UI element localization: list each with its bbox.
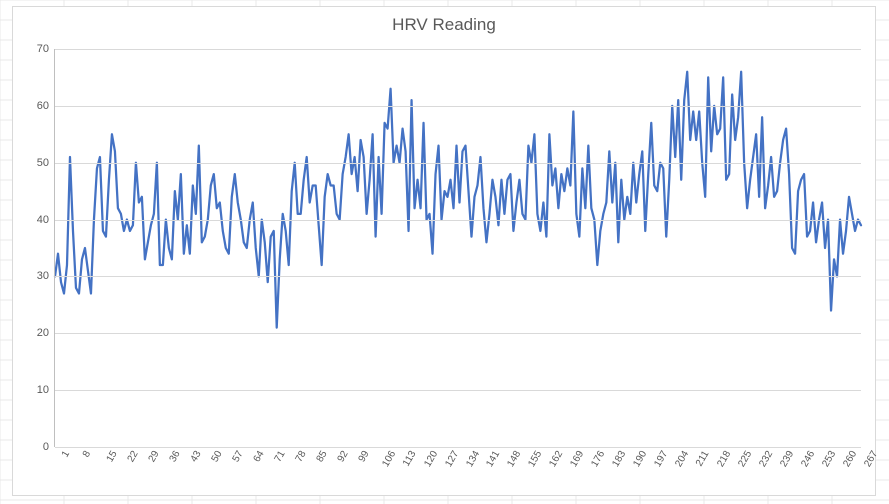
x-tick-label: 246 <box>799 449 817 469</box>
x-tick-label: 134 <box>464 449 482 469</box>
spreadsheet-viewport: HRV Reading 0102030405060701815222936435… <box>0 0 889 504</box>
x-tick-label: 29 <box>146 449 161 464</box>
y-tick-label: 0 <box>43 441 49 453</box>
x-tick-label: 218 <box>716 449 734 469</box>
x-tick-label: 253 <box>820 449 838 469</box>
x-tick-label: 113 <box>401 449 419 468</box>
y-tick-label: 60 <box>37 100 49 112</box>
x-tick-label: 99 <box>356 449 371 464</box>
x-tick-label: 176 <box>590 449 608 469</box>
x-tick-label: 239 <box>778 449 796 469</box>
hrv-series-line <box>55 72 861 328</box>
y-axis-line <box>54 49 55 447</box>
line-series <box>55 49 861 447</box>
x-tick-label: 1 <box>60 449 72 459</box>
x-tick-label: 43 <box>188 449 203 464</box>
x-tick-label: 141 <box>485 449 503 469</box>
x-tick-label: 232 <box>757 449 775 469</box>
x-tick-label: 211 <box>694 449 712 468</box>
x-tick-label: 169 <box>569 449 587 469</box>
x-tick-label: 85 <box>314 449 329 464</box>
x-tick-label: 225 <box>737 449 755 469</box>
gridline-horizontal <box>55 390 861 391</box>
y-tick-label: 40 <box>37 214 49 226</box>
gridline-horizontal <box>55 276 861 277</box>
x-tick-label: 148 <box>506 449 524 469</box>
x-tick-label: 204 <box>674 449 692 469</box>
x-tick-label: 71 <box>272 449 287 464</box>
x-tick-label: 127 <box>443 449 461 469</box>
x-tick-label: 57 <box>230 449 245 464</box>
gridline-horizontal <box>55 163 861 164</box>
y-tick-label: 50 <box>37 157 49 169</box>
y-tick-label: 20 <box>37 327 49 339</box>
x-tick-label: 155 <box>527 449 545 469</box>
x-tick-label: 22 <box>125 449 140 464</box>
y-tick-label: 30 <box>37 270 49 282</box>
x-tick-label: 64 <box>251 449 266 464</box>
gridline-horizontal <box>55 49 861 50</box>
x-tick-label: 92 <box>335 449 350 464</box>
x-tick-label: 260 <box>841 449 859 469</box>
x-tick-label: 197 <box>653 449 671 469</box>
x-tick-label: 106 <box>380 449 398 469</box>
gridline-horizontal <box>55 333 861 334</box>
x-tick-label: 267 <box>862 449 880 469</box>
x-tick-label: 78 <box>293 449 308 464</box>
x-tick-label: 183 <box>611 449 629 469</box>
x-tick-label: 120 <box>422 449 440 469</box>
gridline-horizontal <box>55 447 861 448</box>
gridline-horizontal <box>55 106 861 107</box>
x-tick-label: 15 <box>105 449 120 464</box>
y-tick-label: 70 <box>37 43 49 55</box>
chart-title: HRV Reading <box>13 15 875 35</box>
x-tick-label: 50 <box>209 449 224 464</box>
chart-object[interactable]: HRV Reading 0102030405060701815222936435… <box>12 6 876 496</box>
y-tick-label: 10 <box>37 384 49 396</box>
x-tick-label: 8 <box>81 449 93 459</box>
gridline-horizontal <box>55 220 861 221</box>
plot-area: 0102030405060701815222936435057647178859… <box>55 49 861 447</box>
x-tick-label: 36 <box>167 449 182 464</box>
x-tick-label: 190 <box>632 449 650 469</box>
x-tick-label: 162 <box>548 449 566 469</box>
